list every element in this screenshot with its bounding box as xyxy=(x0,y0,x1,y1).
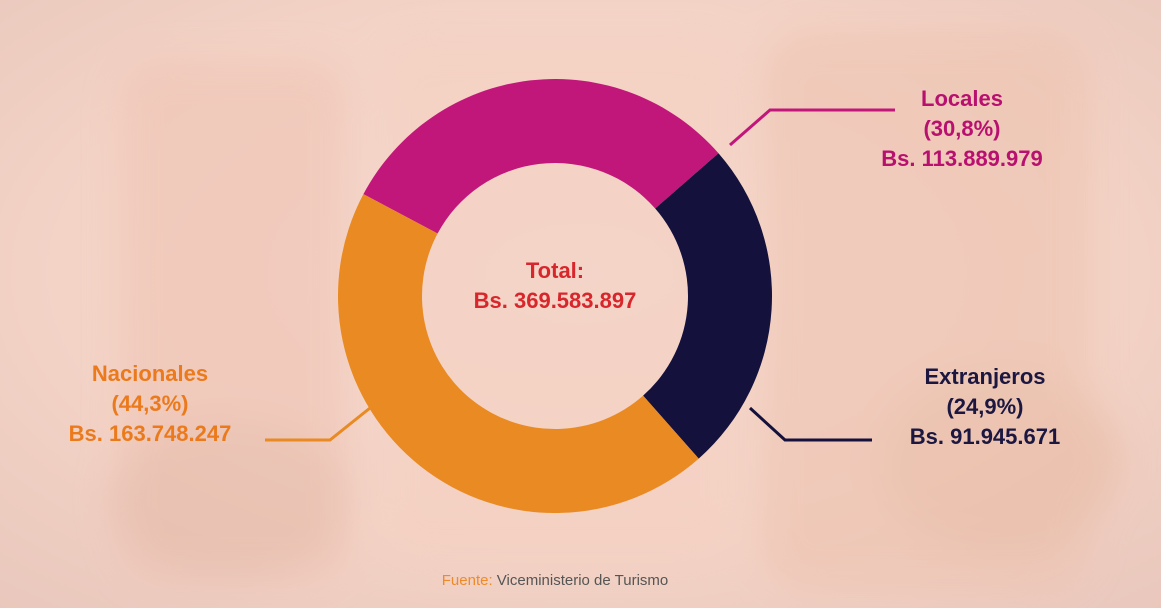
donut-slice xyxy=(643,153,773,459)
source: Fuente: Viceministerio de Turismo xyxy=(442,572,669,589)
background-photo xyxy=(110,30,1120,590)
donut-slice xyxy=(337,194,699,514)
slice-label: Extranjeros xyxy=(924,364,1045,389)
center-title: Total: xyxy=(526,258,584,283)
slice-label: Bs. 163.748.247 xyxy=(69,421,232,446)
slice-label: (24,9%) xyxy=(946,394,1023,419)
leader-line xyxy=(729,108,895,147)
leader-line xyxy=(265,406,371,442)
source-prefix: Fuente: xyxy=(442,572,493,589)
slice-label: Bs. 91.945.671 xyxy=(910,424,1060,449)
slice-label: Locales xyxy=(921,86,1003,111)
center-value: Bs. 369.583.897 xyxy=(474,288,637,313)
slice-label: Bs. 113.889.979 xyxy=(881,146,1042,171)
leader-line xyxy=(748,406,872,442)
leader-lines xyxy=(265,108,895,442)
donut xyxy=(337,79,773,514)
source-name: Viceministerio de Turismo xyxy=(497,572,668,589)
donut-slice xyxy=(363,79,719,234)
slice-label: Nacionales xyxy=(92,361,208,386)
slice-label: (44,3%) xyxy=(111,391,188,416)
slice-label: (30,8%) xyxy=(923,116,1000,141)
